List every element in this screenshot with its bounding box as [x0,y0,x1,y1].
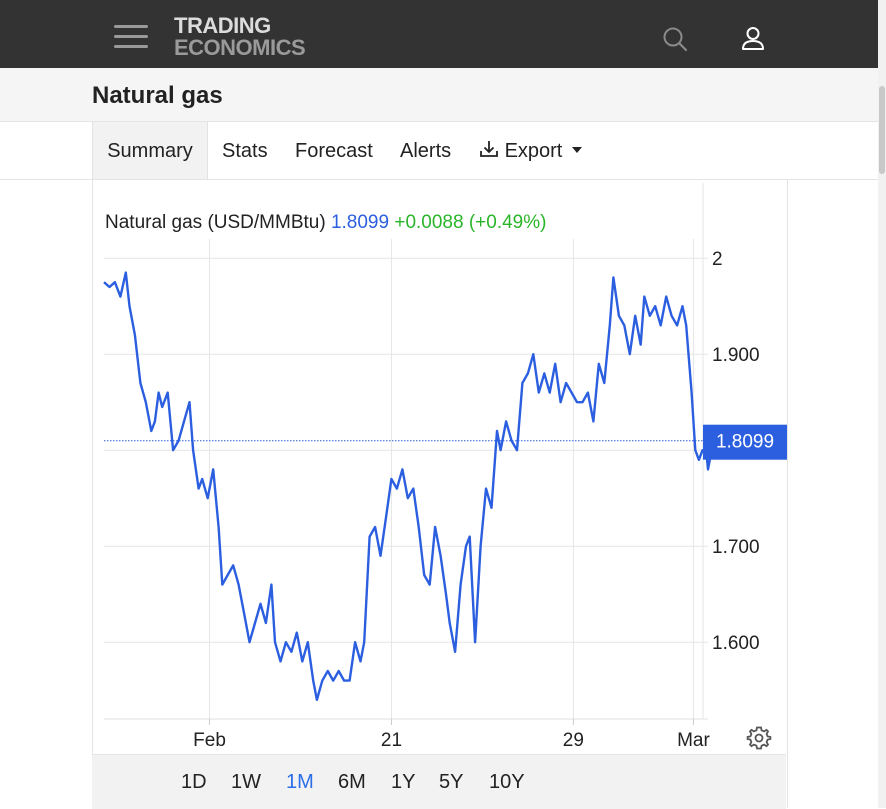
y-tick-label: 1.900 [712,345,760,366]
tab-export[interactable]: Export [479,122,582,179]
chart-quote-header: Natural gas (USD/MMBtu) 1.8099 +0.0088 (… [105,212,546,234]
last-price-label: 1.8099 [716,432,774,453]
user-icon[interactable] [738,24,768,54]
title-bar [0,68,878,122]
page-title: Natural gas [92,82,223,109]
instrument-name: Natural gas (USD/MMBtu) [105,212,326,233]
quote-price: 1.8099 [330,212,390,233]
last-price-badge: 1.8099 [703,424,787,460]
site-logo[interactable]: TRADING ECONOMICS [174,13,306,60]
x-tick-label: 29 [563,730,584,751]
top-navbar [0,0,878,68]
gear-icon[interactable] [746,725,772,751]
range-6m-button[interactable]: 6M [338,771,366,793]
download-icon [480,141,498,158]
page-scrollbar[interactable] [878,0,886,808]
quote-change: +0.0088 (+0.49%) [394,212,547,233]
chart-container [92,180,788,808]
range-1y-button[interactable]: 1Y [391,771,416,793]
tab-stats[interactable]: Stats [222,122,268,179]
tab-alerts[interactable]: Alerts [400,122,451,179]
logo-line-2: ECONOMICS [174,35,306,60]
tab-alerts-label: Alerts [400,140,452,162]
tab-forecast[interactable]: Forecast [295,122,373,179]
range-1m-button[interactable]: 1M [286,771,314,793]
tab-summary[interactable]: Summary [92,122,208,179]
y-tick-label: 1.700 [712,537,760,558]
range-10y-button[interactable]: 10Y [489,771,525,793]
tab-summary-label: Summary [107,140,193,162]
x-tick-label: Feb [193,730,226,751]
x-tick-label: 21 [381,730,402,751]
x-tick-label: Mar [677,730,710,751]
chevron-down-icon [571,147,582,154]
scrollbar-thumb[interactable] [879,86,885,174]
range-1w-button[interactable]: 1W [231,771,261,793]
tab-export-label: Export [504,140,563,162]
tab-bar [0,122,878,180]
tab-forecast-label: Forecast [295,140,373,162]
x-axis-labels: Feb 21 29 Mar [193,730,710,751]
hamburger-menu-icon[interactable] [114,24,148,50]
y-tick-label: 2 [712,249,723,270]
price-series-line [103,271,717,701]
range-5y-button[interactable]: 5Y [439,771,464,793]
last-price-badge-bg [703,424,787,460]
logo-line-1: TRADING [174,13,271,38]
time-range-bar [92,754,786,809]
tab-stats-label: Stats [222,140,268,162]
search-icon[interactable] [660,24,690,54]
y-tick-label: 1.600 [712,633,760,654]
y-axis-labels: 2 1.900 1.700 1.600 [712,249,760,654]
range-1d-button[interactable]: 1D [181,771,207,793]
